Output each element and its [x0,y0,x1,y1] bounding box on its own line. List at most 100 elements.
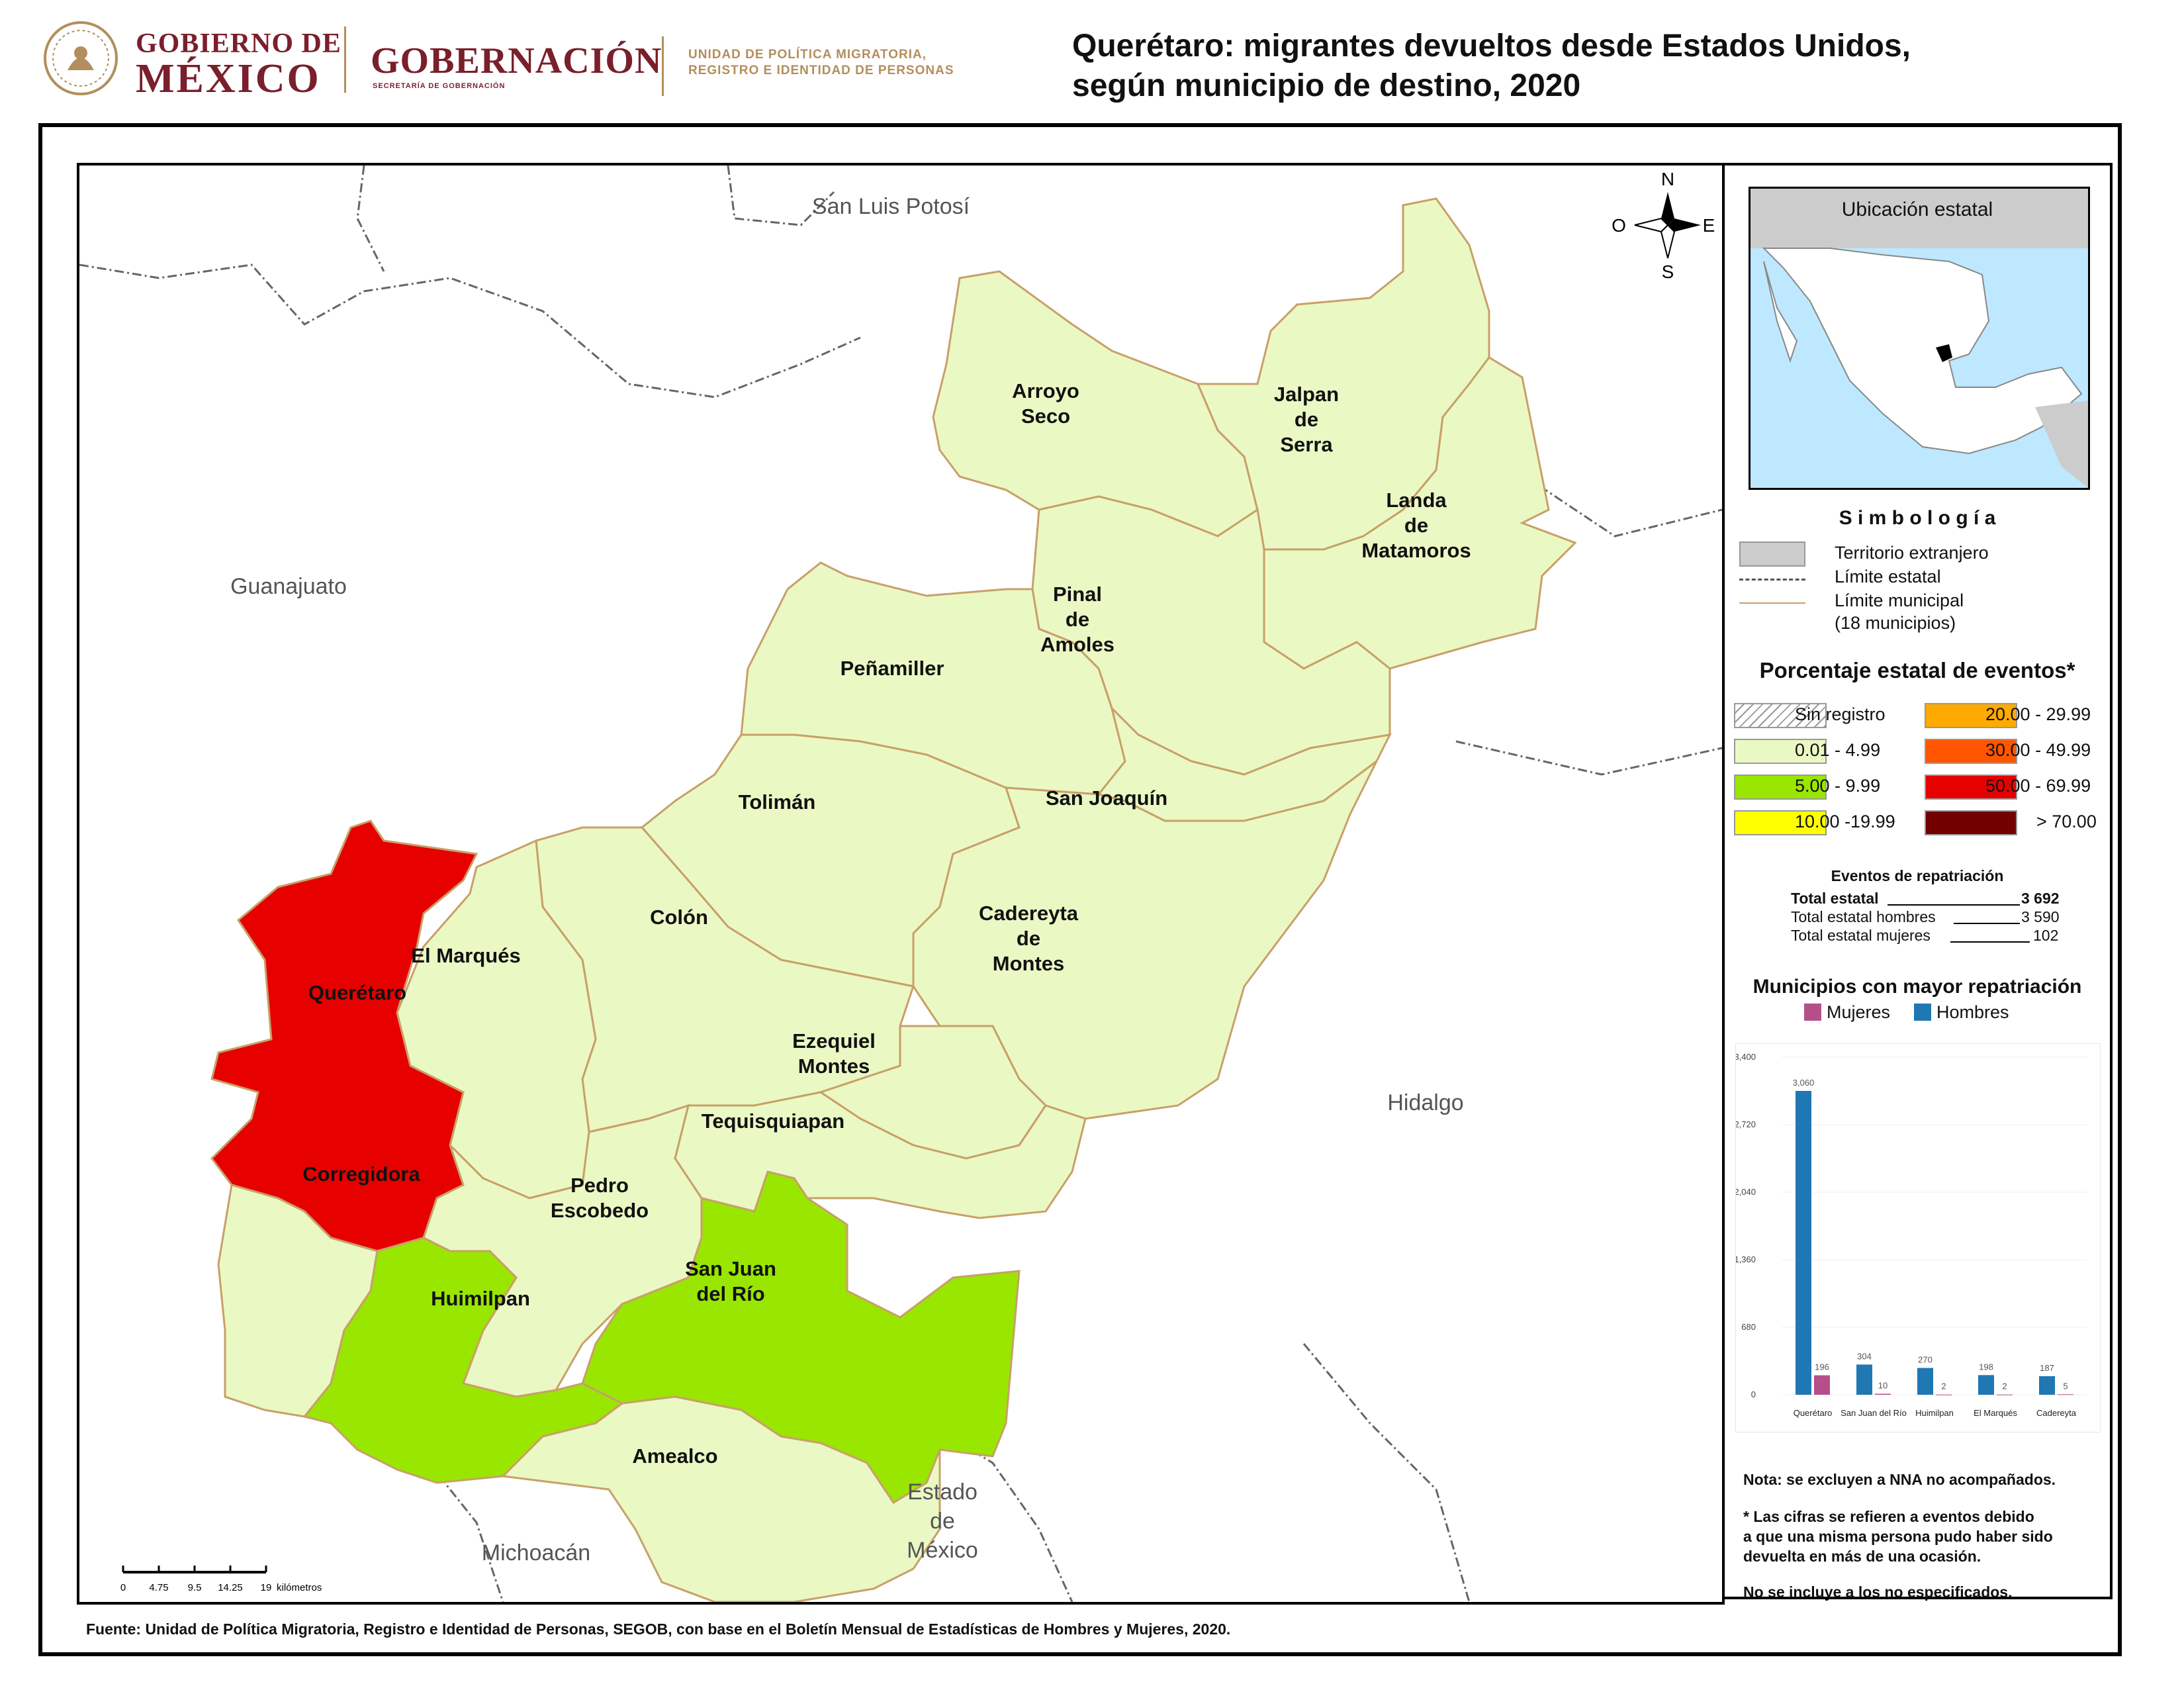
label-huimilpan: Huimilpan [431,1287,530,1310]
legend-muni-limit-2: (18 municipios) [1835,613,1956,633]
label-amealco: Amealco [632,1444,718,1468]
gobernacion-logo-text: GOBERNACIÓN [371,40,662,81]
note-unspecified: No se incluye a los no especificados. [1743,1583,2013,1601]
class-swatch [1734,810,1827,835]
simbologia-title: S i m b o l o g í a [1839,507,1996,529]
state-limit-line [1739,579,1805,581]
class-swatch [1925,703,2017,728]
header-divider [344,26,346,93]
x-category-label: Querétaro [1794,1408,1833,1418]
compass-e: E [1703,215,1715,236]
state-label-edomex-2: de [930,1509,955,1534]
state-label-guanajuato: Guanajuato [230,574,347,599]
class-label: 30.00 - 49.99 [1985,740,2091,760]
state-label-edomex-3: México [907,1538,978,1563]
label-pedro-escobedo: Pedro Escobedo [550,1174,649,1222]
men-leader [1954,923,2020,924]
men-label: Total estatal hombres [1791,908,1936,925]
data-label-mujeres: 2 [1941,1382,1946,1391]
class-swatch [1734,739,1827,764]
women-label: Total estatal mujeres [1791,927,1931,944]
class-label: 20.00 - 29.99 [1985,704,2091,724]
class-label: Sin registro [1795,704,1886,724]
legend-label-mujeres: Mujeres [1827,1002,1891,1022]
compass-n: N [1661,169,1674,189]
data-label-hombres: 198 [1979,1362,1993,1372]
compass-s: S [1662,261,1674,282]
class-label: > 70.00 [2036,812,2097,831]
y-tick-label: 2,040 [1736,1187,1756,1197]
muni-limit-line [1739,602,1805,604]
class-swatch [1925,739,2017,764]
label-corregidora: Corregidora [302,1162,420,1186]
unidad-line1: UNIDAD DE POLÍTICA MIGRATORIA, [688,48,927,62]
class-label: 10.00 -19.99 [1795,812,1895,831]
label-el-marques: El Marqués [411,944,521,967]
legend-muni-limit-1: Límite municipal [1835,590,1964,610]
data-label-hombres: 304 [1857,1351,1872,1361]
state-label-edomex-1: Estado [907,1479,978,1505]
y-tick-label: 680 [1741,1322,1756,1332]
class-swatch [1925,774,2017,800]
state-label-michoacan: Michoacán [481,1540,591,1566]
x-category-label: Cadereyta [2036,1408,2077,1418]
header-divider-2 [662,36,664,96]
class-swatch [1734,774,1827,800]
state-label-hidalgo: Hidalgo [1387,1090,1464,1115]
scale-tick: 4.75 [149,1582,168,1593]
muni-cadereyta [912,760,1378,1120]
label-penamiller: Peñamiller [840,657,944,680]
total-leader [1888,904,2020,906]
data-label-mujeres: 196 [1815,1362,1829,1372]
gob-line2: MÉXICO [136,56,321,101]
data-label-mujeres: 10 [1878,1381,1888,1391]
note-nna: Nota: se excluyen a NNA no acompañados. [1743,1471,2056,1488]
men-value: 3 590 [2021,908,2060,925]
compass-w: O [1612,215,1626,236]
y-tick-label: 0 [1751,1389,1756,1399]
label-san-joaquin: San Joaquín [1045,786,1168,810]
title-line1: Querétaro: migrantes devueltos desde Est… [1072,28,1911,64]
label-jalpan: Jalpan de Serra [1273,383,1340,456]
map-svg: N S E O 0 4.75 9.5 14.25 19 kilómetros [79,165,1722,1602]
chart-title: Municipios con mayor repatriación [1752,976,2082,998]
label-arroyo-seco: Arroyo Seco [1012,379,1079,428]
bar-hombres [1917,1368,1933,1395]
x-category-label: Huimilpan [1915,1408,1954,1418]
legend-foreign: Territorio extranjero [1835,543,1989,563]
municipalities [210,197,1577,1602]
x-category-label: San Juan del Río [1841,1408,1907,1418]
class-label: 0.01 - 4.99 [1795,740,1881,760]
class-swatch-sin-registro [1734,703,1827,728]
bar-mujeres [1875,1393,1891,1395]
bar-mujeres [1814,1375,1830,1395]
scale-bar: 0 4.75 9.5 14.25 19 kilómetros [120,1566,322,1593]
chart-frame: 0 680 1,360 2,040 2,720 3,400 3,060 196 Querétar… [1734,1043,2101,1432]
legend-panel: Ubicación estatal S i m b o l o g í a Te… [1722,163,2113,1601]
map-panel: N S E O 0 4.75 9.5 14.25 19 kilómetros S… [77,163,1725,1605]
inset-map [1749,187,2090,490]
y-tick-label: 2,720 [1736,1119,1756,1129]
gob-line1: GOBIERNO DE [136,28,341,59]
label-pinal: Pinal de Amoles [1040,583,1115,656]
women-leader [1950,941,2030,943]
events-title: Eventos de repatriación [1831,867,2004,884]
label-san-juan: San Juan del Río [685,1257,776,1305]
legend-swatch-hombres [1914,1004,1931,1021]
muni-landa [1263,356,1577,670]
source-text: Fuente: Unidad de Política Migratoria, R… [86,1620,1231,1638]
inset-svg [1751,189,2088,488]
bar-hombres [1856,1364,1872,1395]
scale-tick: 0 [120,1582,126,1593]
muni-amealco [500,1395,941,1602]
bar-hombres [2039,1376,2055,1395]
data-label-hombres: 187 [2040,1363,2054,1373]
bar-hombres [1796,1091,1811,1395]
data-label-mujeres: 2 [2002,1382,2007,1391]
legend-label-hombres: Hombres [1936,1002,2009,1022]
data-label-mujeres: 5 [2063,1381,2068,1391]
class-label: 50.00 - 69.99 [1985,776,2091,796]
total-value: 3 692 [2021,890,2060,907]
label-toliman: Tolimán [738,790,816,814]
label-ezequiel: Ezequiel Montes [792,1029,876,1078]
